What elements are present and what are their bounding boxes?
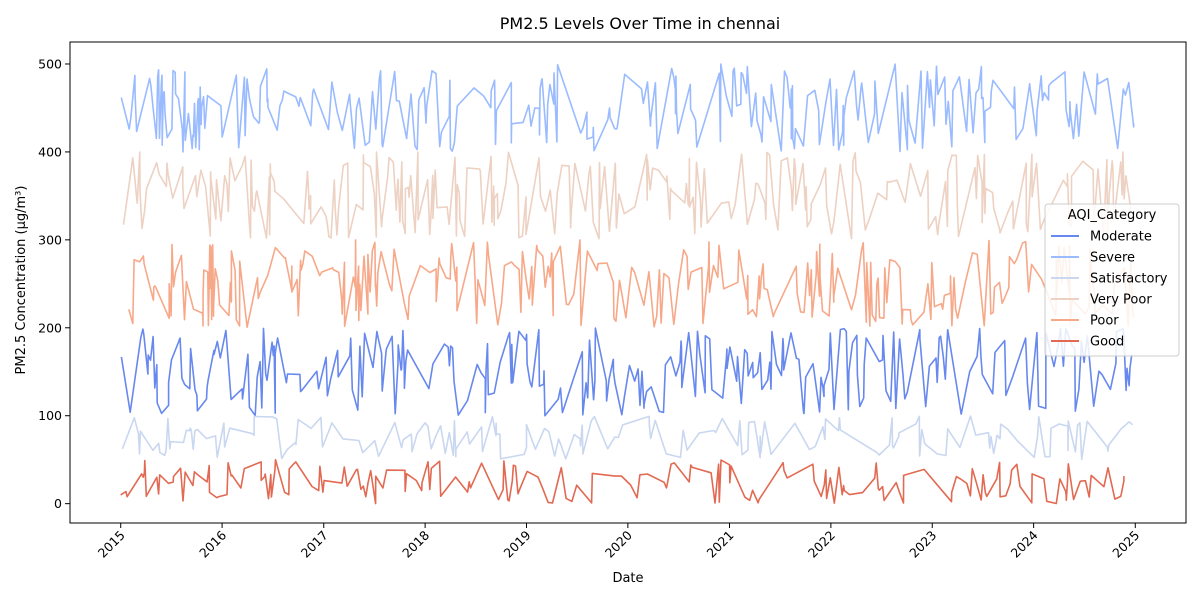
x-axis: 2015 2016 2017 2018 2019 2020 2021 2022 2023 2024… <box>95 523 1142 561</box>
legend-title: AQI_Category <box>1068 208 1157 223</box>
legend-entry-label: Severe <box>1090 251 1135 266</box>
x-tick-label: 2025 <box>1109 528 1142 561</box>
chart-title: PM2.5 Levels Over Time in chennai <box>500 14 780 33</box>
y-tick-label: 200 <box>38 320 62 335</box>
x-tick-label: 2017 <box>298 528 331 561</box>
series-line-good <box>120 458 1125 505</box>
legend-entry-label: Very Poor <box>1090 293 1152 308</box>
x-tick-label: 2021 <box>704 528 737 561</box>
y-tick-label: 0 <box>54 496 62 511</box>
y-tick-label: 400 <box>38 144 62 159</box>
legend-box <box>1044 203 1180 357</box>
x-tick-label: 2022 <box>805 528 838 561</box>
legend-entry-label: Poor <box>1090 314 1119 329</box>
series-line-satisfactory <box>121 415 1134 460</box>
y-tick-label: 500 <box>38 56 62 71</box>
y-tick-label: 300 <box>38 232 62 247</box>
legend-entry-label: Good <box>1090 335 1124 350</box>
x-tick-label: 2016 <box>196 527 229 560</box>
y-axis: 0 100 200 300 400 500 <box>38 56 70 511</box>
legend-entry-label: Moderate <box>1090 230 1152 245</box>
plot-area <box>120 63 1135 505</box>
x-tick-label: 2023 <box>906 528 939 561</box>
series-line-severe <box>120 63 1135 153</box>
x-tick-label: 2015 <box>95 528 128 561</box>
legend-entry-label: Satisfactory <box>1090 272 1168 287</box>
y-tick-label: 100 <box>38 408 62 423</box>
series-line-very-poor <box>122 151 1134 240</box>
x-tick-label: 2020 <box>602 527 635 560</box>
x-axis-label: Date <box>612 571 643 586</box>
x-tick-label: 2019 <box>501 527 534 560</box>
x-tick-label: 2018 <box>399 527 432 560</box>
series-line-poor <box>128 239 1135 328</box>
series-line-moderate <box>120 327 1133 417</box>
y-axis-label: PM2.5 Concentration (µg/m³) <box>14 186 29 375</box>
legend: AQI_Category Moderate Severe Satisfactory Ve… <box>1044 203 1180 357</box>
x-tick-label: 2024 <box>1008 527 1041 560</box>
